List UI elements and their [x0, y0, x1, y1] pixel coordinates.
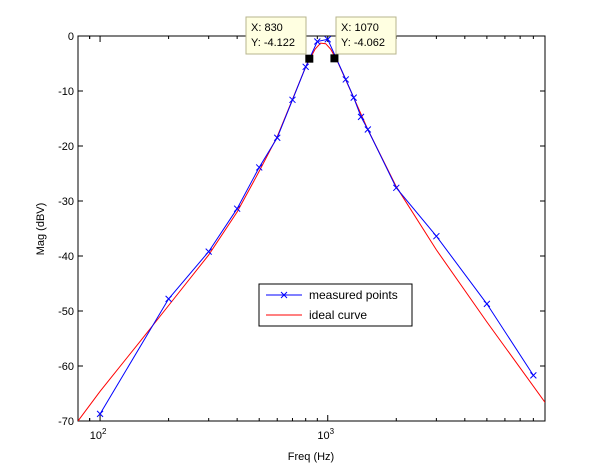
datatip-2: X: 1070 Y: -4.062 — [335, 16, 397, 55]
datatip-1-y: Y: -4.122 — [251, 37, 295, 49]
data-point-measured-points — [324, 35, 332, 43]
axis-ticks: 0 -10 -20 -30 -40 -50 -60 -70 102 103 — [58, 31, 545, 442]
legend-label-ideal: ideal curve — [309, 308, 367, 322]
datatip-1-x: X: 830 — [251, 22, 283, 34]
data-point-measured-points — [357, 113, 365, 121]
series-layer — [78, 35, 545, 421]
datatip-markers — [305, 54, 339, 63]
data-point-measured-points — [433, 232, 440, 240]
data-point-measured-points — [483, 300, 491, 308]
data-point-measured-points — [233, 205, 241, 213]
data-point-measured-points — [255, 164, 263, 171]
y-tick-label: -30 — [58, 196, 74, 208]
datatip-2-y: Y: -4.062 — [341, 37, 385, 49]
data-point-measured-points — [530, 371, 537, 379]
data-point-measured-points — [364, 126, 372, 133]
plot-area — [77, 35, 546, 422]
datatip-2-box — [335, 16, 397, 55]
datatip-1-box — [245, 16, 307, 55]
data-point-measured-points — [302, 63, 310, 71]
data-point-measured-points — [289, 96, 296, 104]
data-point-measured-points — [392, 184, 400, 192]
datatip-marker-2 — [330, 54, 339, 63]
y-tick-label: 0 — [68, 31, 74, 43]
datatip-1: X: 830 Y: -4.122 — [245, 16, 307, 55]
y-tick-label: -20 — [58, 141, 74, 153]
legend: measured points ideal curve — [258, 283, 413, 327]
y-tick-label: -40 — [58, 251, 74, 263]
data-point-measured-points — [313, 38, 321, 45]
y-tick-label: -10 — [58, 86, 74, 98]
legend-marker-measured — [280, 291, 288, 299]
y-tick-label: -60 — [58, 361, 74, 373]
data-point-measured-points — [273, 134, 281, 142]
legend-label-measured: measured points — [309, 288, 398, 302]
y-tick-label: -50 — [58, 306, 74, 318]
data-point-measured-points — [165, 295, 172, 303]
x-tick-label: 102 — [90, 427, 107, 442]
legend-box — [258, 283, 413, 327]
datatip-2-x: X: 1070 — [341, 22, 379, 34]
data-point-measured-points — [342, 76, 350, 83]
y-axis-label: Mag (dBV) — [35, 203, 47, 256]
y-tick-label: -70 — [58, 416, 74, 428]
x-tick-label: 103 — [317, 427, 334, 442]
data-point-measured-points — [96, 410, 104, 418]
data-point-measured-points — [350, 94, 358, 101]
datatip-marker-1 — [305, 54, 314, 63]
series-line-measured-points — [99, 38, 534, 415]
x-axis-label: Freq (Hz) — [288, 451, 334, 463]
data-point-measured-points — [205, 248, 213, 255]
